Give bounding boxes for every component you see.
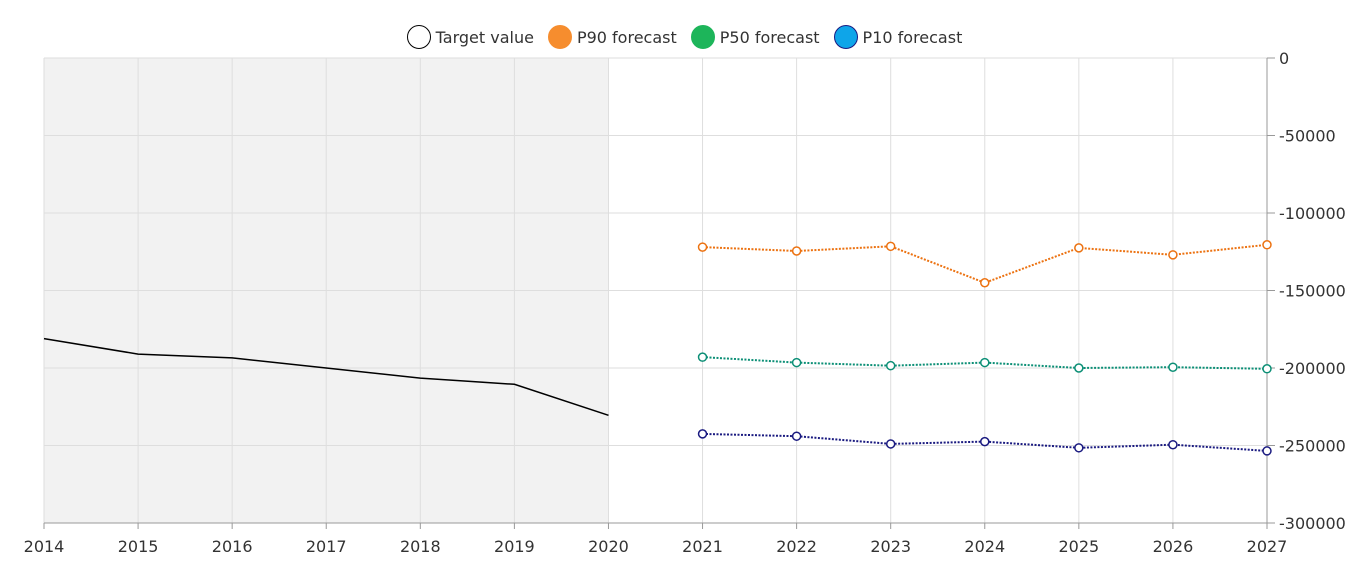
p50-forecast-point[interactable] (697, 352, 708, 362)
x-tick-label: 2017 (306, 537, 347, 556)
series-p10-forecast (697, 429, 1272, 456)
series-layer (43, 240, 1272, 456)
p50-forecast-point[interactable] (1168, 362, 1178, 372)
y-tick-label: 0 (1279, 49, 1289, 68)
x-tick-label: 2024 (964, 537, 1005, 556)
p90-forecast-point[interactable] (1168, 250, 1178, 260)
x-tick-label: 2021 (682, 537, 723, 556)
x-tick-label: 2016 (212, 537, 253, 556)
legend-item-p50-forecast[interactable]: P50 forecast (690, 25, 820, 49)
p10-forecast-point[interactable] (697, 429, 708, 439)
y-tick-label: -50000 (1279, 127, 1336, 146)
series-p50-forecast (697, 352, 1272, 374)
y-axis-ticks: 0 -50000 -100000 -150000 -200000 -250000 -3000… (1267, 49, 1346, 533)
legend-swatch (690, 25, 715, 49)
y-tick-label: -200000 (1279, 359, 1346, 378)
legend-item-target-value[interactable]: Target value (406, 25, 534, 49)
series-p90-forecast (697, 240, 1272, 288)
p90-forecast-point[interactable] (980, 278, 990, 288)
x-axis-ticks: 2014 2015 2016 2017 2018 2019 2020 2021 2022 2023… (24, 523, 1288, 556)
series-target-value (43, 337, 609, 417)
x-tick-label: 2018 (400, 537, 441, 556)
x-tick-label: 2023 (870, 537, 911, 556)
p50-forecast-point[interactable] (1262, 364, 1272, 374)
x-tick-label: 2022 (776, 537, 817, 556)
x-tick-label: 2014 (24, 537, 65, 556)
p90-forecast-point[interactable] (1262, 240, 1272, 250)
y-tick-label: -250000 (1279, 437, 1346, 456)
chart-legend: Target value P90 forecast P50 forecast P10 … (0, 22, 1369, 52)
p90-forecast-point[interactable] (885, 241, 896, 252)
p90-forecast-point[interactable] (697, 242, 708, 252)
x-tick-label: 2026 (1153, 537, 1194, 556)
legend-swatch (547, 25, 572, 49)
p50-forecast-point[interactable] (1074, 363, 1084, 373)
legend-item-p10-forecast[interactable]: P10 forecast (833, 25, 963, 49)
p50-forecast-point[interactable] (980, 357, 990, 368)
p90-forecast-point[interactable] (791, 246, 802, 256)
x-tick-label: 2019 (494, 537, 535, 556)
legend-swatch (406, 25, 431, 49)
p10-forecast-point[interactable] (885, 439, 896, 449)
target-value-line (43, 337, 609, 417)
x-tick-label: 2025 (1058, 537, 1099, 556)
legend-label: Target value (435, 27, 534, 47)
x-tick-label: 2020 (588, 537, 629, 556)
y-tick-label: -150000 (1279, 282, 1346, 301)
p50-forecast-point[interactable] (885, 360, 896, 371)
x-tick-label: 2015 (118, 537, 159, 556)
p10-forecast-point[interactable] (791, 431, 802, 441)
p50-forecast-point[interactable] (791, 357, 802, 368)
y-tick-label: -300000 (1279, 514, 1346, 533)
x-tick-label: 2027 (1247, 537, 1288, 556)
p10-forecast-point[interactable] (1262, 446, 1272, 456)
legend-label: P10 forecast (862, 27, 963, 47)
p10-forecast-point[interactable] (980, 436, 990, 447)
p90-forecast-point[interactable] (1074, 243, 1084, 253)
legend-label: P50 forecast (719, 27, 820, 47)
legend-item-p90-forecast[interactable]: P90 forecast (547, 25, 677, 49)
legend-label: P90 forecast (576, 27, 677, 47)
p10-forecast-point[interactable] (1168, 439, 1178, 450)
legend-swatch (833, 25, 858, 49)
y-tick-label: -100000 (1279, 204, 1346, 223)
p10-forecast-point[interactable] (1074, 443, 1084, 453)
